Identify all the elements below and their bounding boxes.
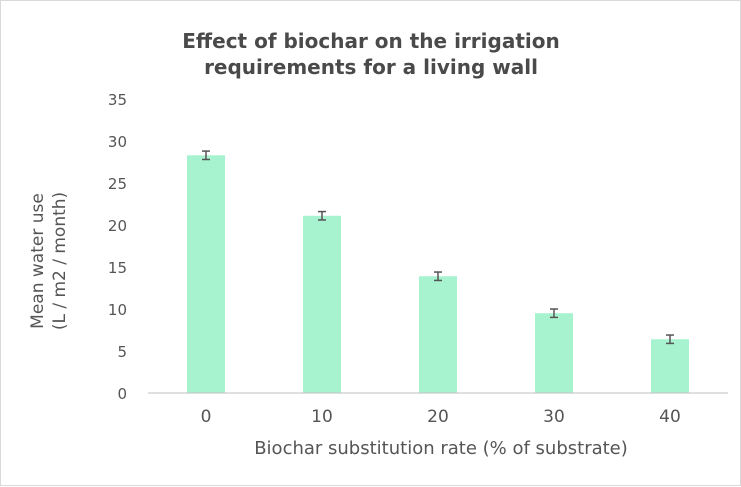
y-tick-label: 15 <box>108 259 127 277</box>
y-tick-label: 10 <box>108 301 127 319</box>
error-bar <box>666 334 674 345</box>
x-tick-label: 40 <box>659 407 681 427</box>
error-bar <box>318 210 326 221</box>
chart-title-line-2: requirements for a living wall <box>204 55 538 79</box>
y-tick-label: 20 <box>108 217 127 235</box>
chart-title: Effect of biochar on the irrigation requ… <box>121 28 621 80</box>
bar <box>303 215 341 393</box>
chart-title-line-1: Effect of biochar on the irrigation <box>182 29 560 53</box>
y-tick-label: 0 <box>117 385 127 403</box>
error-bar <box>550 308 558 319</box>
x-tick-label: 20 <box>427 407 449 427</box>
error-bar <box>202 150 210 161</box>
error-bar <box>434 271 442 282</box>
x-tick-label: 0 <box>201 407 212 427</box>
x-tick-label: 10 <box>311 407 333 427</box>
bar <box>535 313 573 393</box>
x-tick-label: 30 <box>543 407 565 427</box>
y-tick-label: 5 <box>117 343 127 361</box>
bar <box>651 339 689 393</box>
bar <box>187 155 225 393</box>
y-tick-label: 35 <box>108 91 127 109</box>
bar <box>419 276 457 393</box>
x-axis-label: Biochar substitution rate (% of substrat… <box>254 438 628 459</box>
y-tick-label: 25 <box>108 175 127 193</box>
y-tick-label: 30 <box>108 133 127 151</box>
